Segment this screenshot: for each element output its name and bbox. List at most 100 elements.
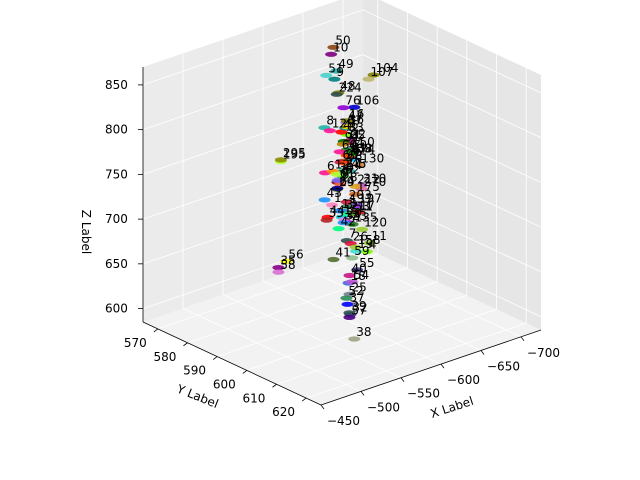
point-label-43: 43	[327, 186, 342, 200]
x-tick-label: −700	[527, 346, 560, 360]
point-label-158: 158	[358, 233, 381, 247]
grid-y	[187, 12, 408, 344]
point-label-174: 174	[352, 143, 375, 157]
z-tick-label: 800	[105, 123, 128, 137]
point-label-195: 195	[283, 148, 306, 162]
x-tick-mark	[320, 404, 325, 410]
data-point-56	[280, 258, 293, 264]
point-label-6: 6	[327, 159, 335, 173]
y-tick-label: 610	[243, 391, 266, 405]
data-point-60	[333, 149, 346, 155]
grid-z	[142, 98, 542, 183]
point-label-2: 2	[339, 168, 347, 182]
grid-x	[302, 12, 482, 351]
y-tick-label: 570	[124, 336, 147, 350]
point-label-224: 224	[339, 80, 362, 94]
x-tick-mark	[480, 350, 485, 355]
y-tick-mark	[301, 397, 307, 402]
point-label-20: 20	[347, 206, 362, 220]
point-label-104: 104	[376, 61, 399, 75]
data-point-295	[274, 157, 287, 163]
point-label-138: 138	[350, 142, 373, 156]
point-label-53: 53	[355, 200, 370, 214]
data-point-40	[343, 272, 356, 279]
point-label-13: 13	[342, 197, 357, 211]
z-tick-label: 700	[105, 212, 128, 226]
data-point-52	[340, 295, 353, 301]
data-point-38	[348, 336, 361, 342]
x-tick-label: −550	[407, 387, 440, 401]
data-point-11	[363, 240, 376, 246]
point-label-52: 52	[348, 284, 363, 298]
tick-labels: −700−650−600−550−500−4505705805906006106…	[105, 78, 560, 428]
point-label-51: 51	[328, 61, 343, 75]
y-tick-label: 590	[183, 364, 206, 378]
x-tick-label: −650	[487, 359, 520, 373]
x-tick-label: −500	[367, 400, 400, 414]
data-point-135	[346, 221, 359, 227]
point-label-31: 31	[346, 128, 361, 142]
data-point-59	[346, 255, 359, 261]
x-tick-mark	[440, 363, 445, 369]
point-label-47: 47	[348, 109, 363, 123]
point-label-37: 37	[350, 290, 365, 304]
data-point-50	[327, 44, 340, 50]
point-label-63: 63	[343, 148, 358, 162]
point-label-9: 9	[336, 65, 344, 79]
data-point-169	[340, 152, 353, 158]
data-point-37	[341, 301, 354, 307]
point-label-41: 41	[336, 246, 351, 260]
data-point-34	[337, 220, 350, 226]
point-label-50: 50	[335, 33, 350, 47]
point-label-5: 5	[355, 145, 363, 159]
point-label-137: 137	[350, 192, 373, 206]
point-label-44: 44	[330, 203, 345, 217]
data-point-54	[345, 279, 358, 285]
data-point-203	[340, 199, 353, 205]
point-label-24: 24	[349, 136, 364, 150]
x-tick-label: −600	[447, 373, 480, 387]
point-label-29: 29	[339, 175, 354, 189]
x-tick-mark	[520, 336, 525, 342]
data-point-57	[343, 314, 356, 320]
point-label-57: 57	[351, 303, 366, 317]
y-tick-mark	[272, 383, 277, 388]
data-point-43	[318, 197, 331, 203]
point-label-211: 211	[350, 200, 373, 214]
data-point-212	[349, 183, 362, 189]
back-pane-y	[143, 0, 363, 322]
data-point-30	[330, 171, 343, 177]
grid-x	[182, 53, 362, 392]
axes-lines	[142, 67, 542, 406]
data-point-197	[351, 203, 363, 209]
point-label-7: 7	[349, 227, 357, 241]
data-point-39	[343, 310, 356, 316]
point-label-48: 48	[340, 79, 355, 93]
data-point-53	[346, 211, 359, 217]
point-label-21: 21	[352, 140, 367, 154]
point-label-60: 60	[342, 138, 357, 152]
grid-y	[157, 0, 379, 330]
grid-x	[342, 0, 522, 338]
point-label-32: 32	[352, 301, 367, 315]
point-label-76: 76	[345, 94, 360, 108]
grid-z	[142, 9, 542, 94]
x-tick-mark	[400, 377, 405, 382]
point-label-8: 8	[326, 114, 334, 128]
data-point-224	[330, 91, 343, 97]
point-label-169: 169	[349, 141, 372, 155]
point-label-4: 4	[369, 238, 377, 252]
z-tick-label: 650	[105, 257, 128, 271]
data-point-42	[332, 226, 345, 232]
data-point-49	[330, 68, 343, 74]
point-label-135: 135	[355, 210, 378, 224]
point-label-56: 56	[288, 247, 303, 261]
y-tick-label: 600	[213, 377, 236, 391]
z-tick-label: 750	[105, 167, 128, 181]
point-label-62: 62	[345, 162, 360, 176]
point-label-54: 54	[354, 268, 369, 282]
data-point-4	[360, 249, 373, 255]
point-label-36: 36	[349, 113, 364, 127]
data-point-9	[328, 76, 341, 82]
data-point-129	[323, 128, 336, 134]
